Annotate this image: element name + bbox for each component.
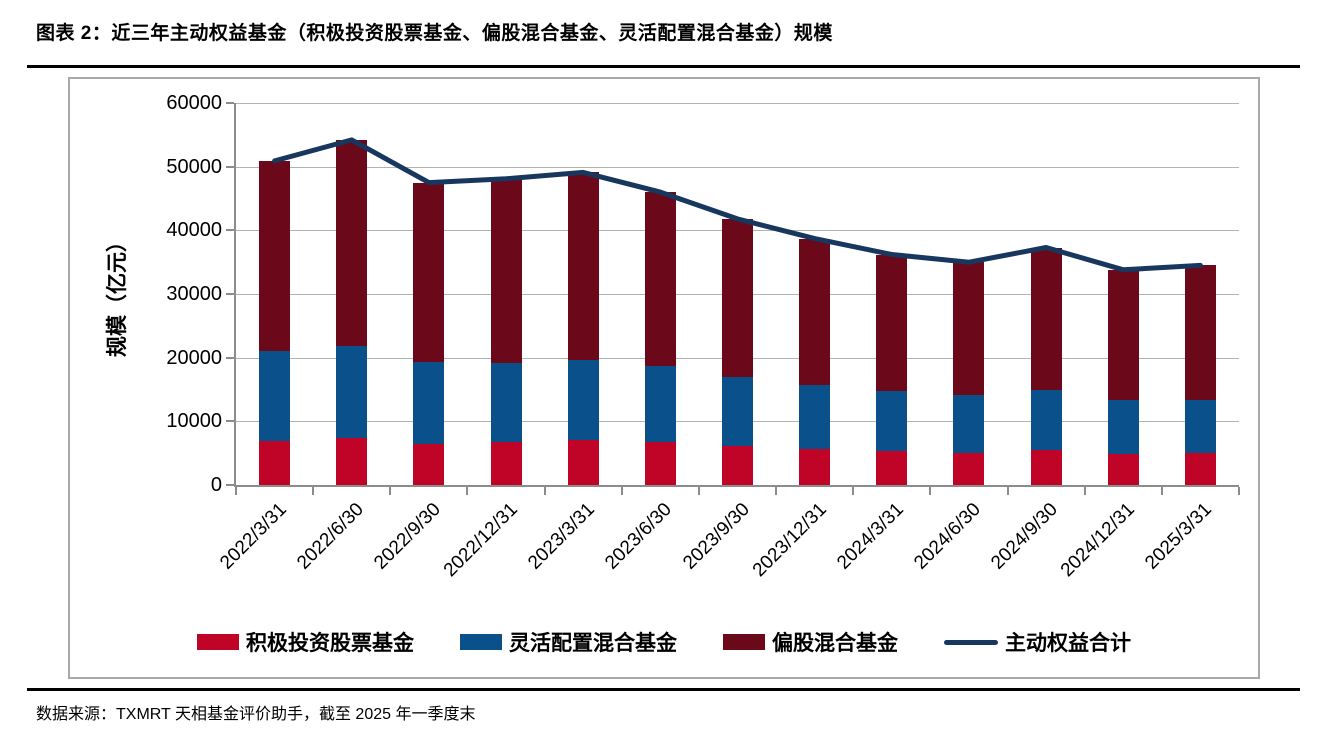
x-axis-tick <box>389 487 392 495</box>
y-tick-label: 30000 <box>166 283 222 305</box>
bar-segment <box>490 362 522 443</box>
legend-item: 偏股混合基金 <box>723 627 898 657</box>
bar-segment <box>259 441 291 485</box>
y-axis-tick <box>226 356 234 359</box>
legend-label: 主动权益合计 <box>1005 632 1131 655</box>
bar-segment <box>1107 453 1139 485</box>
bar-segment <box>799 448 831 485</box>
source-note: 数据来源：TXMRT 天相基金评价助手，截至 2025 年一季度末 <box>36 706 476 723</box>
legend: 积极投资股票基金 灵活配置混合基金 偏股混合基金 主动权益合计 <box>70 627 1258 657</box>
y-tick-label: 40000 <box>166 219 222 242</box>
bar-segment <box>567 440 599 485</box>
bar-segment <box>490 442 522 485</box>
legend-item: 灵活配置混合基金 <box>460 627 677 657</box>
bar-segment <box>644 365 676 443</box>
bar-segment <box>722 377 753 446</box>
bar-segment <box>413 362 445 444</box>
legend-color-swatch <box>197 634 239 650</box>
bar-segment <box>876 451 908 485</box>
bar-segment <box>953 452 985 485</box>
bar-segment <box>1030 247 1062 391</box>
x-axis-tick <box>852 487 855 495</box>
bar-segment <box>1030 449 1062 485</box>
bar-segment <box>413 443 445 485</box>
x-axis-tick <box>1238 487 1240 495</box>
bar-segment <box>722 445 753 485</box>
bar-segment <box>336 139 368 346</box>
footer-rule <box>27 688 1300 691</box>
bar-segment <box>799 238 831 386</box>
y-axis-tick <box>226 102 234 104</box>
bar-segment <box>876 254 908 392</box>
legend-label: 偏股混合基金 <box>772 632 898 655</box>
legend-line-swatch <box>944 639 998 645</box>
x-axis-tick <box>620 487 623 495</box>
bar-segment <box>1184 399 1216 453</box>
legend-label: 灵活配置混合基金 <box>509 632 677 655</box>
bar-segment <box>1107 400 1139 454</box>
x-axis-tick <box>1160 487 1163 495</box>
y-axis-tick <box>226 229 234 232</box>
bar-segment <box>722 218 753 378</box>
y-tick-label: 10000 <box>166 410 222 433</box>
x-axis-tick <box>1083 487 1086 495</box>
legend-item: 积极投资股票基金 <box>197 627 414 657</box>
y-tick-label: 0 <box>210 474 222 496</box>
legend-label: 积极投资股票基金 <box>246 632 414 655</box>
gridline <box>236 103 1239 104</box>
y-axis-tick <box>226 484 234 486</box>
bar-segment <box>644 192 676 366</box>
x-axis-tick <box>235 487 237 495</box>
bar-segment <box>1184 265 1216 400</box>
plot-area <box>226 102 1240 495</box>
y-tick-label: 20000 <box>166 346 222 369</box>
bar-segment <box>413 182 445 363</box>
y-axis-tick <box>226 165 234 168</box>
bar-segment <box>1107 269 1139 401</box>
y-tick-label: 60000 <box>166 92 222 114</box>
bar-segment <box>567 172 599 360</box>
bar-segment <box>953 262 985 396</box>
bar-segment <box>1030 390 1062 450</box>
bar-segment <box>567 359 599 441</box>
bar-segment <box>259 160 291 352</box>
legend-color-swatch <box>723 634 765 650</box>
bar-segment <box>336 345 368 438</box>
bar-segment <box>953 395 985 453</box>
x-axis-tick <box>775 487 778 495</box>
bar-segment <box>259 351 291 442</box>
y-axis-tick <box>226 420 234 423</box>
chart-figure: 规模（亿元） 0 10000 20000 30000 40000 50000 60000 2… <box>68 77 1260 679</box>
x-axis-tick <box>929 487 932 495</box>
gridline <box>236 166 1239 168</box>
total-line-layer <box>272 137 1203 273</box>
bar-segment <box>1184 452 1216 485</box>
bar-segment <box>336 437 368 485</box>
legend-item: 主动权益合计 <box>944 627 1131 657</box>
bar-segment <box>799 385 831 449</box>
legend-color-swatch <box>460 634 502 650</box>
x-axis-tick <box>697 487 700 495</box>
title-rule <box>27 65 1300 68</box>
x-axis-tick <box>543 487 546 495</box>
bar-segment <box>876 391 908 452</box>
x-axis-tick <box>1006 487 1009 495</box>
total-line <box>272 137 1203 273</box>
bar-segment <box>644 442 676 485</box>
bar-segment <box>490 178 522 363</box>
x-axis-tick <box>312 487 315 495</box>
x-axis-tick <box>466 487 469 495</box>
y-axis-tick <box>226 293 234 295</box>
y-tick-label: 50000 <box>166 155 222 178</box>
chart-caption: 图表 2：近三年主动权益基金（积极投资股票基金、偏股混合基金、灵活配置混合基金）… <box>36 23 833 44</box>
